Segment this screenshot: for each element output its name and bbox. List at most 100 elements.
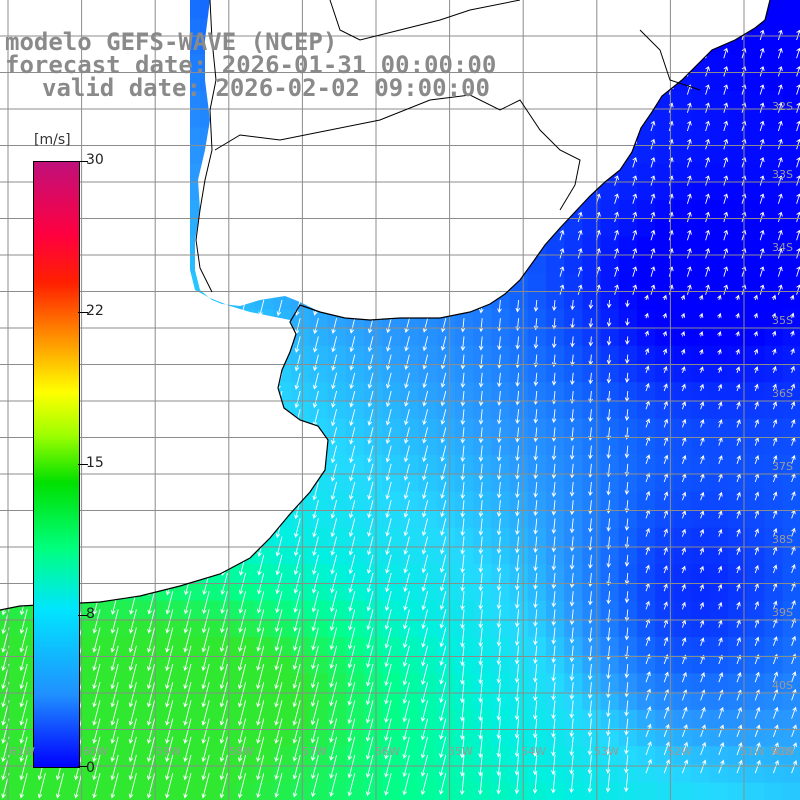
wind-arrow	[777, 157, 783, 168]
wind-cell	[491, 527, 511, 547]
wind-cell	[436, 345, 456, 365]
wind-arrow	[754, 491, 760, 501]
wind-cell	[655, 400, 674, 420]
wind-arrow	[478, 427, 484, 444]
wind-cell	[764, 728, 784, 747]
wind-cell	[582, 364, 602, 383]
wind-cell	[546, 582, 565, 602]
wind-arrow	[587, 718, 593, 737]
wind-cell	[309, 746, 329, 765]
wind-cell	[673, 764, 693, 784]
wind-cell	[273, 673, 292, 693]
wind-cell	[600, 309, 620, 329]
wind-arrow	[533, 554, 538, 572]
wind-cell	[618, 673, 638, 693]
wind-arrow	[220, 609, 228, 634]
wind-cell	[473, 436, 492, 456]
wind-cell	[291, 764, 310, 784]
wind-arrow	[515, 518, 520, 536]
wind-arrow	[330, 427, 338, 445]
wind-cell	[546, 309, 565, 329]
lon-label: 53W	[594, 745, 619, 758]
wind-cell	[527, 582, 547, 602]
wind-arrow	[460, 554, 465, 574]
wind-arrow	[791, 688, 797, 701]
wind-arrow	[92, 609, 101, 634]
wind-cell	[637, 291, 656, 310]
wind-arrow	[478, 682, 483, 703]
wind-cell	[564, 473, 583, 492]
wind-arrow	[624, 773, 629, 793]
wind-arrow	[753, 312, 758, 319]
wind-cell	[309, 728, 329, 747]
wind-cell	[291, 546, 310, 565]
wind-cell	[527, 546, 547, 565]
wind-arrow	[705, 229, 710, 241]
wind-cell	[709, 291, 729, 310]
wind-arrow	[632, 211, 638, 223]
wind-cell	[418, 691, 438, 711]
wind-arrow	[165, 700, 174, 726]
wind-cell	[527, 273, 547, 292]
wind-cell	[91, 618, 110, 638]
wind-cell	[163, 618, 183, 638]
wind-arrow	[459, 754, 465, 777]
wind-arrow	[404, 354, 410, 370]
wind-arrow	[791, 563, 796, 574]
wind-cell	[400, 382, 420, 401]
wind-cell	[345, 655, 365, 674]
wind-cell	[127, 691, 147, 711]
wind-cell	[473, 709, 492, 729]
wind-arrow	[700, 637, 705, 646]
wind-cell	[600, 655, 620, 674]
wind-arrow	[569, 682, 575, 700]
wind-arrow	[772, 365, 777, 373]
wind-cell	[782, 236, 800, 256]
wind-cell	[418, 345, 438, 365]
wind-arrow	[759, 266, 765, 277]
wind-arrow	[274, 663, 283, 690]
wind-cell	[728, 400, 747, 420]
wind-arrow	[777, 102, 783, 113]
wind-cell	[418, 618, 438, 638]
wind-arrow	[772, 419, 778, 428]
wind-cell	[782, 72, 800, 92]
wind-cell	[637, 436, 656, 456]
wind-cell	[291, 527, 310, 547]
wind-cell	[782, 418, 800, 438]
wind-cell	[655, 491, 674, 511]
wind-arrow	[699, 583, 704, 592]
wind-arrow	[237, 663, 247, 690]
wind-cell	[491, 764, 511, 784]
wind-arrow	[588, 409, 593, 423]
wind-arrow	[700, 491, 705, 501]
wind-cell	[600, 691, 620, 711]
wind-arrow	[459, 718, 465, 741]
wind-arrow	[385, 518, 392, 537]
wind-cell	[582, 491, 602, 511]
wind-arrow	[650, 120, 656, 132]
wind-arrow	[717, 547, 723, 555]
wind-cell	[509, 673, 529, 693]
wind-arrow	[440, 409, 447, 425]
wind-cell	[600, 746, 620, 765]
wind-cell	[637, 709, 656, 729]
wind-cell	[728, 600, 747, 620]
wind-arrow	[736, 510, 741, 519]
wind-arrow	[772, 759, 779, 774]
wind-arrow	[717, 565, 723, 574]
wind-cell	[127, 746, 147, 765]
wind-cell	[764, 546, 784, 565]
wind-cell	[546, 782, 565, 800]
wind-arrow	[384, 736, 392, 760]
wind-cell	[327, 327, 347, 347]
wind-cell	[691, 691, 711, 711]
wind-cell	[236, 728, 256, 747]
wind-arrow	[681, 759, 689, 774]
wind-cell	[382, 746, 401, 765]
wind-arrow	[384, 591, 392, 612]
wind-cell	[273, 618, 292, 638]
wind-cell	[436, 436, 456, 456]
wind-arrow	[219, 627, 228, 653]
wind-arrow	[478, 700, 483, 722]
